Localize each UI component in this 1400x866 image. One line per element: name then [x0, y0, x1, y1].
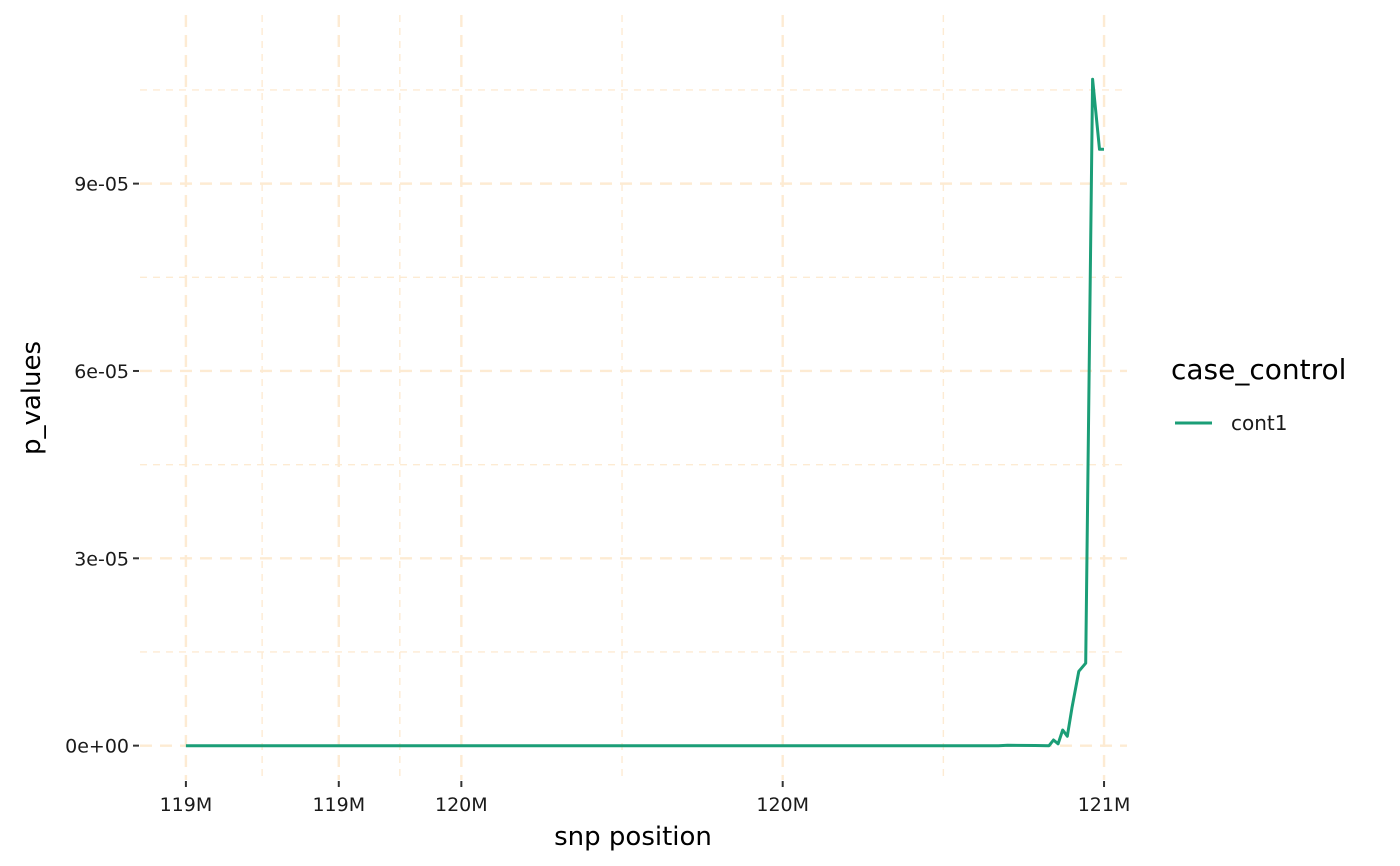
- y-tick-label: 0e+00: [65, 736, 129, 758]
- x-tick-label: 120M: [435, 794, 488, 816]
- series-line-cont1: [185, 77, 1104, 748]
- x-tick-label: 119M: [312, 794, 365, 816]
- y-axis-title: p_values: [17, 341, 47, 455]
- legend: case_control cont1: [1171, 353, 1346, 435]
- y-tick-label: 9e-05: [74, 174, 129, 196]
- x-axis: 119M 119M 120M 120M 121M: [160, 781, 1131, 816]
- y-axis: 0e+00 3e-05 6e-05 9e-05: [65, 174, 139, 758]
- y-tick-label: 6e-05: [74, 361, 129, 383]
- x-tick-label: 121M: [1078, 794, 1131, 816]
- x-axis-title: snp position: [554, 822, 712, 852]
- legend-label-cont1: cont1: [1231, 411, 1287, 435]
- legend-items: cont1: [1175, 411, 1287, 435]
- series-lines: [185, 77, 1104, 748]
- y-tick-label: 3e-05: [74, 548, 129, 570]
- major-gridlines: [140, 15, 1127, 780]
- minor-gridlines: [140, 15, 1127, 780]
- legend-title: case_control: [1171, 353, 1346, 386]
- x-tick-label: 120M: [756, 794, 809, 816]
- x-tick-label: 119M: [160, 794, 213, 816]
